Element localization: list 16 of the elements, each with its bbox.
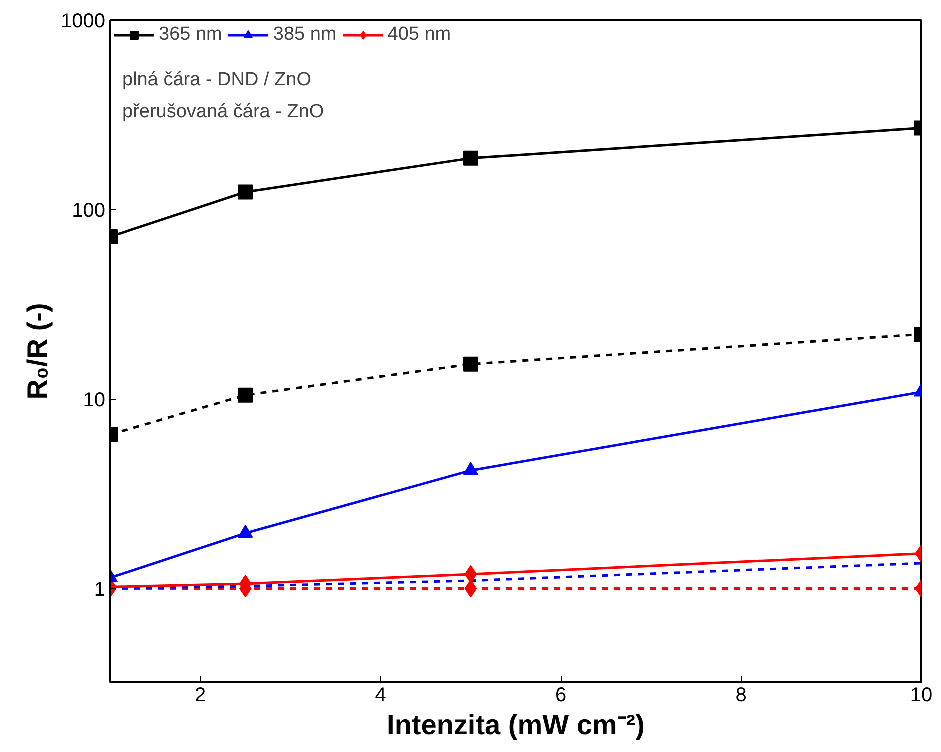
- legend-label: 365 nm: [159, 24, 222, 46]
- x-tick-label: 10: [910, 684, 933, 706]
- y-axis-title: R₀/R (-): [22, 303, 54, 400]
- y-tick-label: 1000: [61, 10, 106, 32]
- legend-label: 405 nm: [388, 24, 452, 46]
- y-tick-label: 100: [72, 200, 106, 222]
- x-tick-label: 8: [736, 684, 747, 706]
- annotation: plná čára - DND / ZnO: [122, 70, 312, 90]
- x-tick-label: 2: [195, 684, 206, 706]
- annotation: přerušovaná čára - ZnO: [122, 102, 324, 122]
- legend-label: 385 nm: [273, 24, 337, 46]
- x-tick-label: 4: [375, 684, 386, 706]
- y-tick-label: 10: [83, 389, 106, 412]
- y-tick-label: 1: [94, 578, 106, 601]
- x-axis-title: Intenzita (mW cm⁻²): [387, 710, 645, 740]
- x-tick-label: 6: [555, 684, 567, 706]
